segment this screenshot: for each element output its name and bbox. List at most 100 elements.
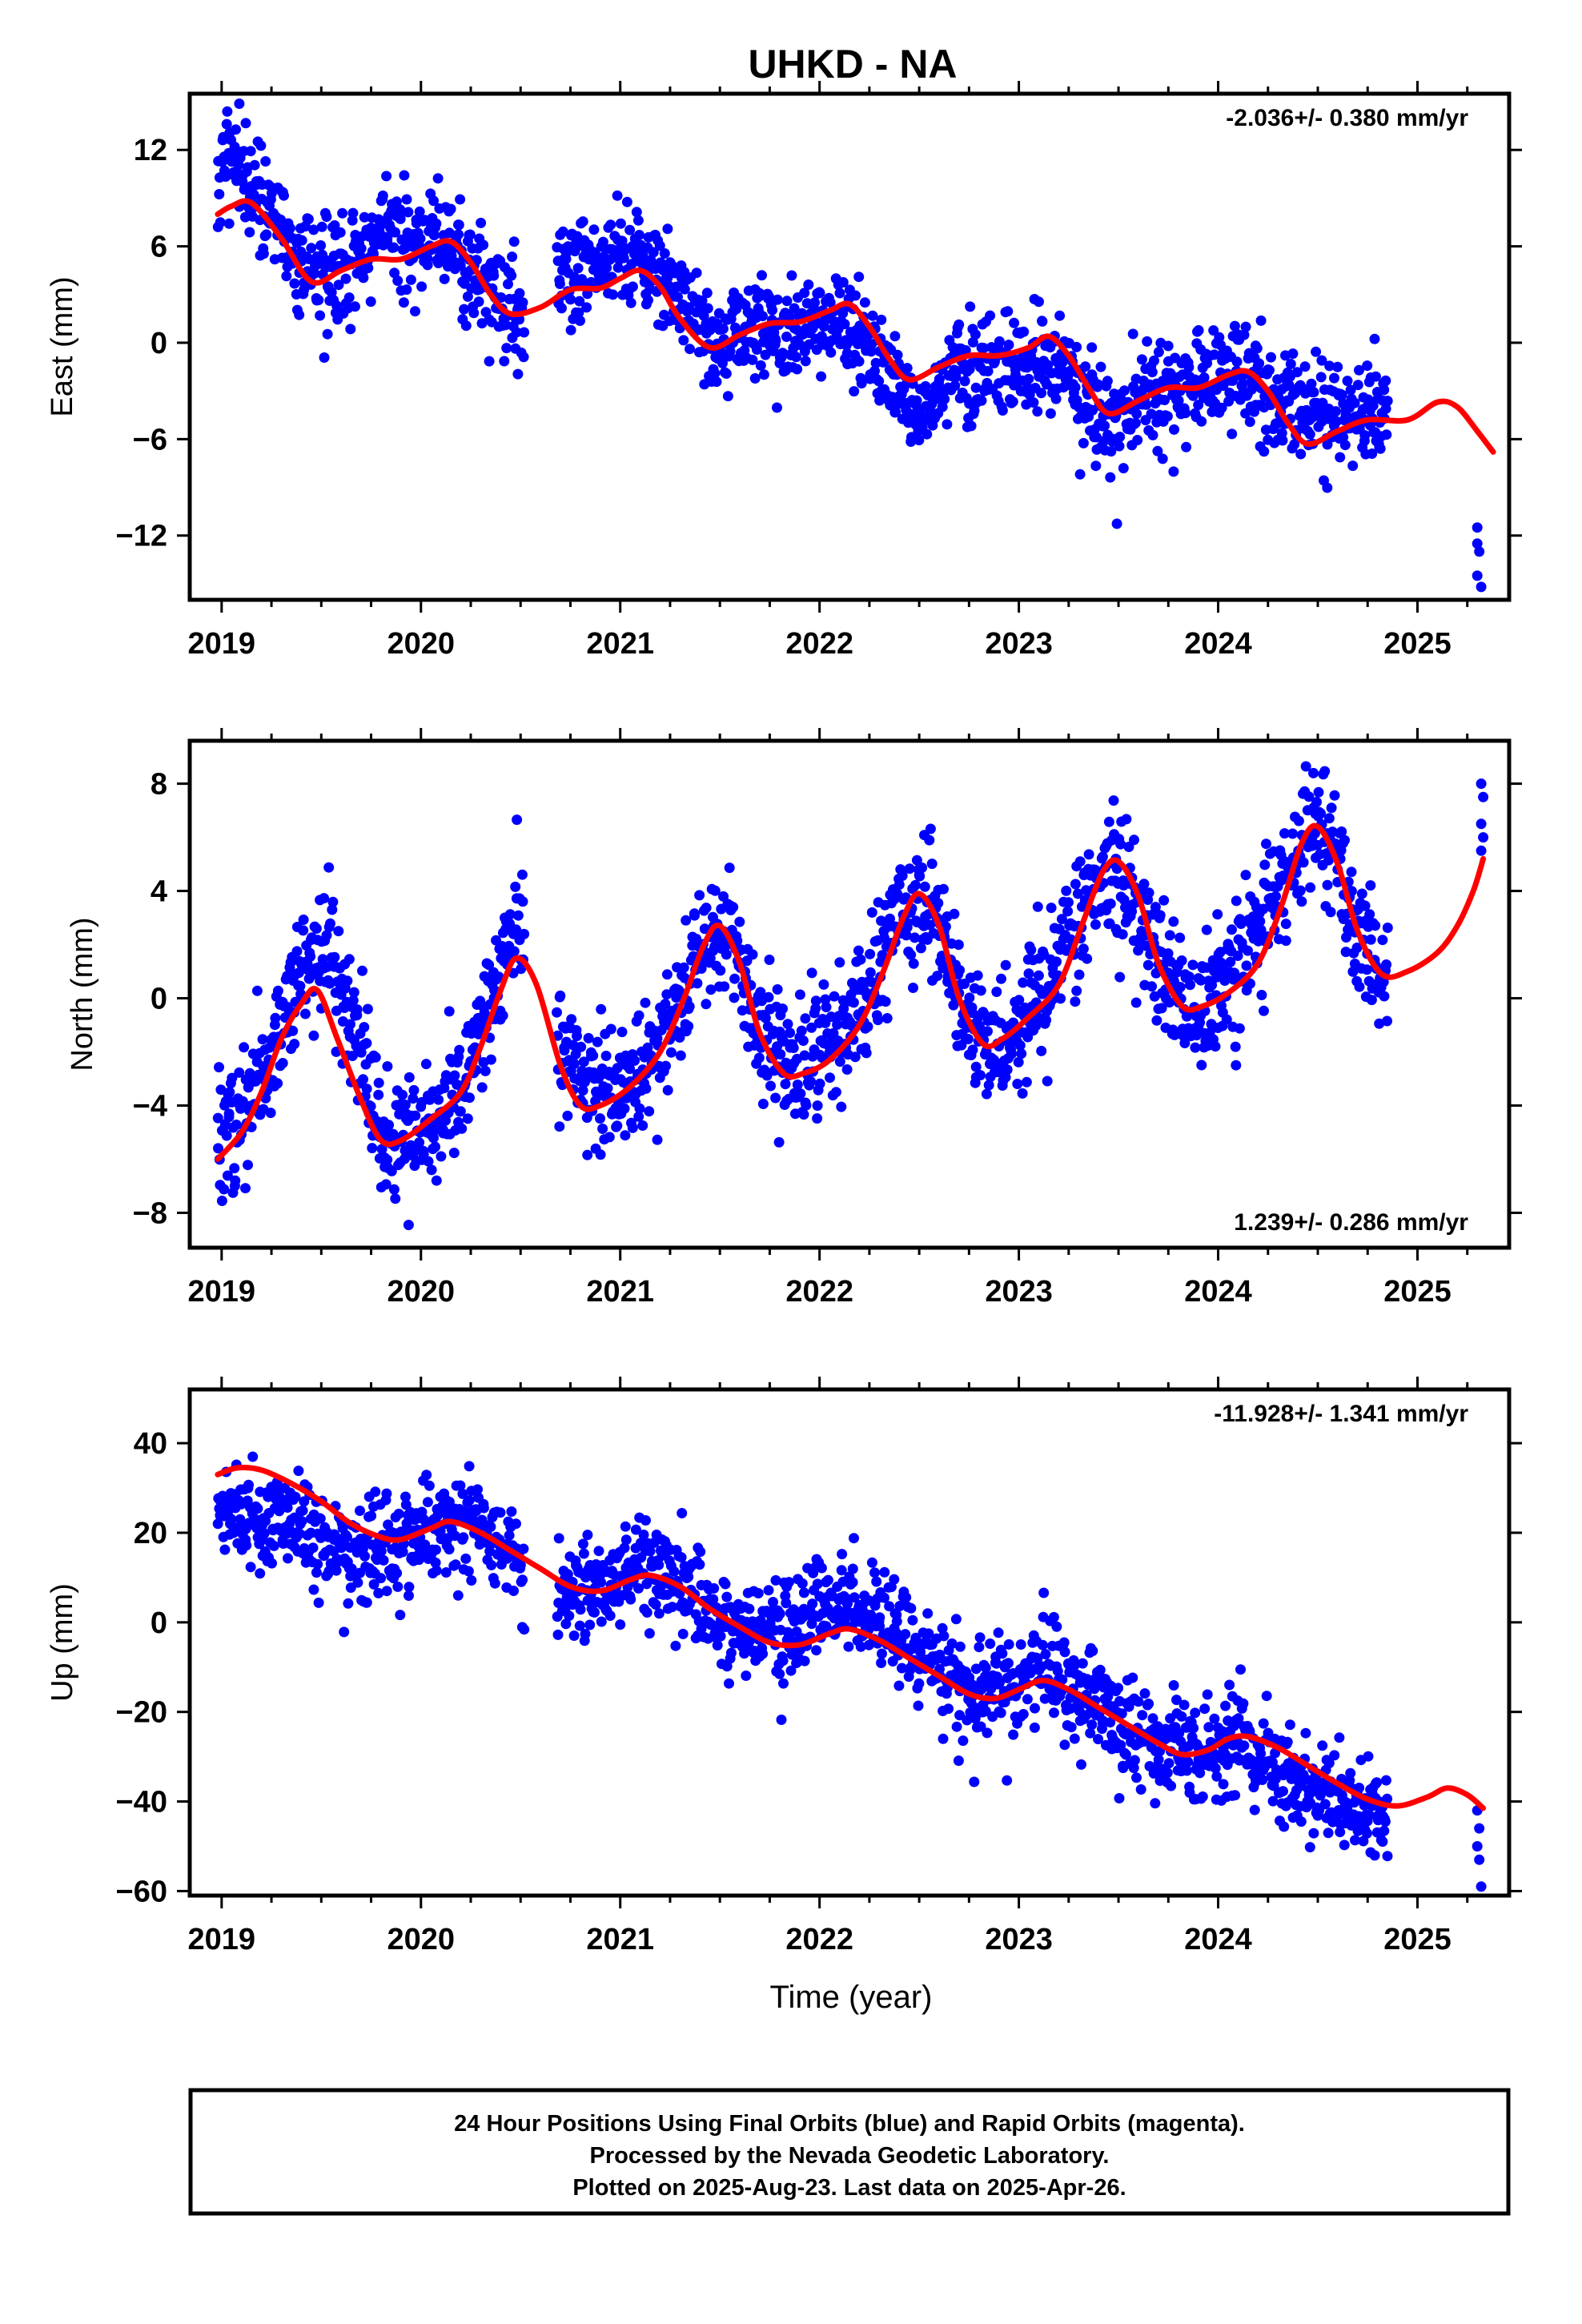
east-data-point [767, 304, 778, 316]
north-data-point [701, 903, 712, 914]
north-data-point [311, 923, 322, 934]
north-velocity-annotation: 1.239+/- 0.286 mm/yr [1234, 1209, 1468, 1236]
east-data-point [1018, 326, 1030, 337]
north-data-point [1105, 899, 1116, 909]
east-data-point [994, 336, 1005, 347]
east-data-point [1028, 397, 1039, 408]
x-tick-label: 2024 [1184, 627, 1252, 661]
north-data-point [820, 994, 831, 1005]
north-data-point [1339, 834, 1350, 846]
up-data-point [811, 1645, 822, 1656]
up-data-point [783, 1577, 794, 1588]
north-data-point [562, 1110, 573, 1121]
north-data-point [825, 1011, 837, 1023]
north-data-point [1143, 887, 1154, 899]
up-data-point [361, 1597, 372, 1608]
up-data-point [1069, 1733, 1080, 1744]
east-data-point [1295, 448, 1307, 460]
north-data-point [1231, 895, 1242, 907]
north-data-point [996, 973, 1006, 984]
north-data-point [388, 1184, 400, 1195]
east-data-point [615, 218, 626, 229]
east-data-point [760, 349, 771, 360]
north-data-point [519, 928, 530, 939]
up-data-point [393, 1508, 404, 1519]
east-data-point [749, 373, 761, 384]
up-data-point [744, 1603, 755, 1614]
east-data-point [1131, 408, 1142, 420]
north-data-point [905, 949, 917, 960]
up-data-point [709, 1582, 720, 1594]
east-data-point [721, 368, 732, 379]
up-data-point [1224, 1679, 1235, 1691]
up-data-point [980, 1663, 991, 1673]
up-data-point [424, 1480, 435, 1491]
up-data-point [683, 1571, 694, 1582]
north-data-point [595, 1149, 606, 1160]
north-data-point [838, 1003, 849, 1015]
east-data-point [631, 207, 642, 218]
north-data-point [1234, 1023, 1245, 1034]
up-data-point [670, 1640, 681, 1651]
east-data-point [892, 349, 903, 360]
north-data-point [817, 1052, 828, 1063]
north-data-point [657, 1007, 669, 1018]
east-data-point [717, 324, 729, 334]
east-data-point [245, 146, 256, 157]
up-data-point [373, 1587, 384, 1598]
east-data-point [1169, 424, 1179, 435]
up-data-point [1076, 1759, 1086, 1770]
north-data-point [795, 1088, 806, 1100]
north-data-point [1154, 910, 1166, 921]
up-data-point [1210, 1763, 1221, 1774]
up-data-point [836, 1565, 847, 1576]
east-data-point [763, 291, 774, 302]
north-data-point [577, 1085, 588, 1096]
up-data-point [392, 1581, 404, 1592]
up-data-point [797, 1578, 808, 1589]
east-data-point [214, 189, 225, 199]
north-data-point [1309, 828, 1320, 839]
north-data-point [231, 1120, 242, 1130]
up-data-point [806, 1618, 817, 1630]
north-data-point [662, 1084, 673, 1096]
east-data-point [1162, 411, 1173, 422]
up-data-point [1048, 1611, 1059, 1622]
up-data-point [974, 1642, 985, 1653]
east-data-point [359, 211, 370, 223]
up-data-point [849, 1533, 859, 1544]
east-data-point [1315, 372, 1327, 383]
east-data-point [1362, 360, 1373, 372]
north-data-point [570, 1048, 581, 1059]
east-data-point [294, 309, 305, 320]
north-data-point [291, 946, 303, 957]
up-data-point [1018, 1709, 1029, 1719]
up-data-point [478, 1502, 489, 1514]
east-data-point [1306, 378, 1317, 389]
north-data-point [1117, 929, 1128, 940]
east-data-point [1132, 435, 1143, 445]
up-data-point [584, 1619, 596, 1630]
up-data-point [753, 1588, 764, 1598]
north-data-point [678, 962, 689, 973]
y-tick-label: 12 [134, 134, 167, 167]
east-data-point [1322, 482, 1333, 493]
north-data-point [810, 995, 821, 1007]
up-data-point [485, 1522, 496, 1532]
east-data-point [414, 206, 425, 217]
up-data-point [615, 1619, 626, 1630]
east-data-point [1054, 310, 1066, 321]
north-data-point [983, 1080, 994, 1091]
east-data-point [1472, 522, 1483, 533]
east-data-point [390, 227, 401, 238]
north-data-point [325, 918, 335, 929]
east-data-point [1093, 379, 1104, 390]
up-data-point [1171, 1695, 1182, 1706]
north-data-point [382, 1061, 393, 1072]
up-data-point [404, 1590, 414, 1601]
east-data-point [309, 268, 320, 279]
up-data-point [1049, 1707, 1059, 1719]
east-data-point [1090, 460, 1102, 472]
up-data-point [1051, 1621, 1062, 1632]
